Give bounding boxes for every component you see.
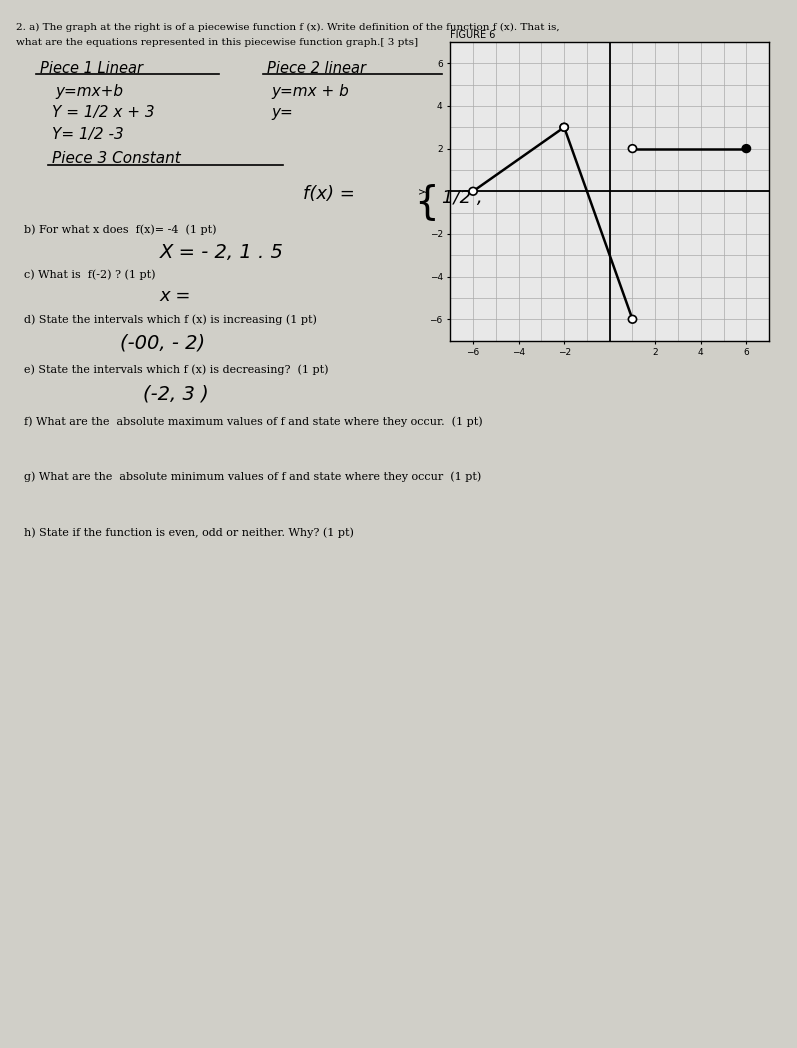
Text: (-00, - 2): (-00, - 2) (120, 333, 205, 352)
Text: y=mx+b: y=mx+b (56, 84, 124, 99)
Text: what are the equations represented in this piecewise function graph.[ 3 pts]: what are the equations represented in th… (16, 38, 418, 47)
Text: y=: y= (271, 105, 292, 119)
Text: Piece 3 Constant: Piece 3 Constant (52, 151, 181, 166)
Text: Y= 1/2 -3: Y= 1/2 -3 (52, 127, 124, 141)
Text: x =: x = (159, 287, 191, 305)
Text: b) For what x does  f(x)= -4  (1 pt): b) For what x does f(x)= -4 (1 pt) (24, 224, 217, 235)
Text: 1/2 ,: 1/2 , (442, 189, 483, 206)
Text: d) State the intervals which f (x) is increasing (1 pt): d) State the intervals which f (x) is in… (24, 314, 316, 325)
Circle shape (560, 124, 568, 131)
Text: f(x) =: f(x) = (303, 185, 355, 203)
Text: X = - 2, 1 . 5: X = - 2, 1 . 5 (159, 243, 283, 262)
Circle shape (628, 145, 637, 152)
Text: (-2, 3 ): (-2, 3 ) (143, 385, 209, 403)
Y-axis label: y: y (418, 189, 428, 194)
Text: g) What are the  absolute minimum values of f and state where they occur  (1 pt): g) What are the absolute minimum values … (24, 472, 481, 482)
Circle shape (628, 315, 637, 323)
Text: h) State if the function is even, odd or neither. Why? (1 pt): h) State if the function is even, odd or… (24, 527, 354, 538)
Text: 2. a) The graph at the right is of a piecewise function f (x). Write definition : 2. a) The graph at the right is of a pie… (16, 23, 559, 32)
Text: Y = 1/2 x + 3: Y = 1/2 x + 3 (52, 105, 155, 119)
Text: y=mx + b: y=mx + b (271, 84, 349, 99)
Circle shape (469, 188, 477, 195)
Text: Piece 1 Linear: Piece 1 Linear (40, 61, 143, 75)
Text: FIGURE 6: FIGURE 6 (450, 29, 496, 40)
Text: c) What is  f(-2) ? (1 pt): c) What is f(-2) ? (1 pt) (24, 269, 155, 280)
Text: Piece 2 linear: Piece 2 linear (267, 61, 366, 75)
Circle shape (560, 124, 568, 131)
Circle shape (742, 145, 751, 152)
Text: e) State the intervals which f (x) is decreasing?  (1 pt): e) State the intervals which f (x) is de… (24, 365, 328, 375)
Text: f) What are the  absolute maximum values of f and state where they occur.  (1 pt: f) What are the absolute maximum values … (24, 416, 482, 427)
Text: {: { (414, 183, 439, 221)
